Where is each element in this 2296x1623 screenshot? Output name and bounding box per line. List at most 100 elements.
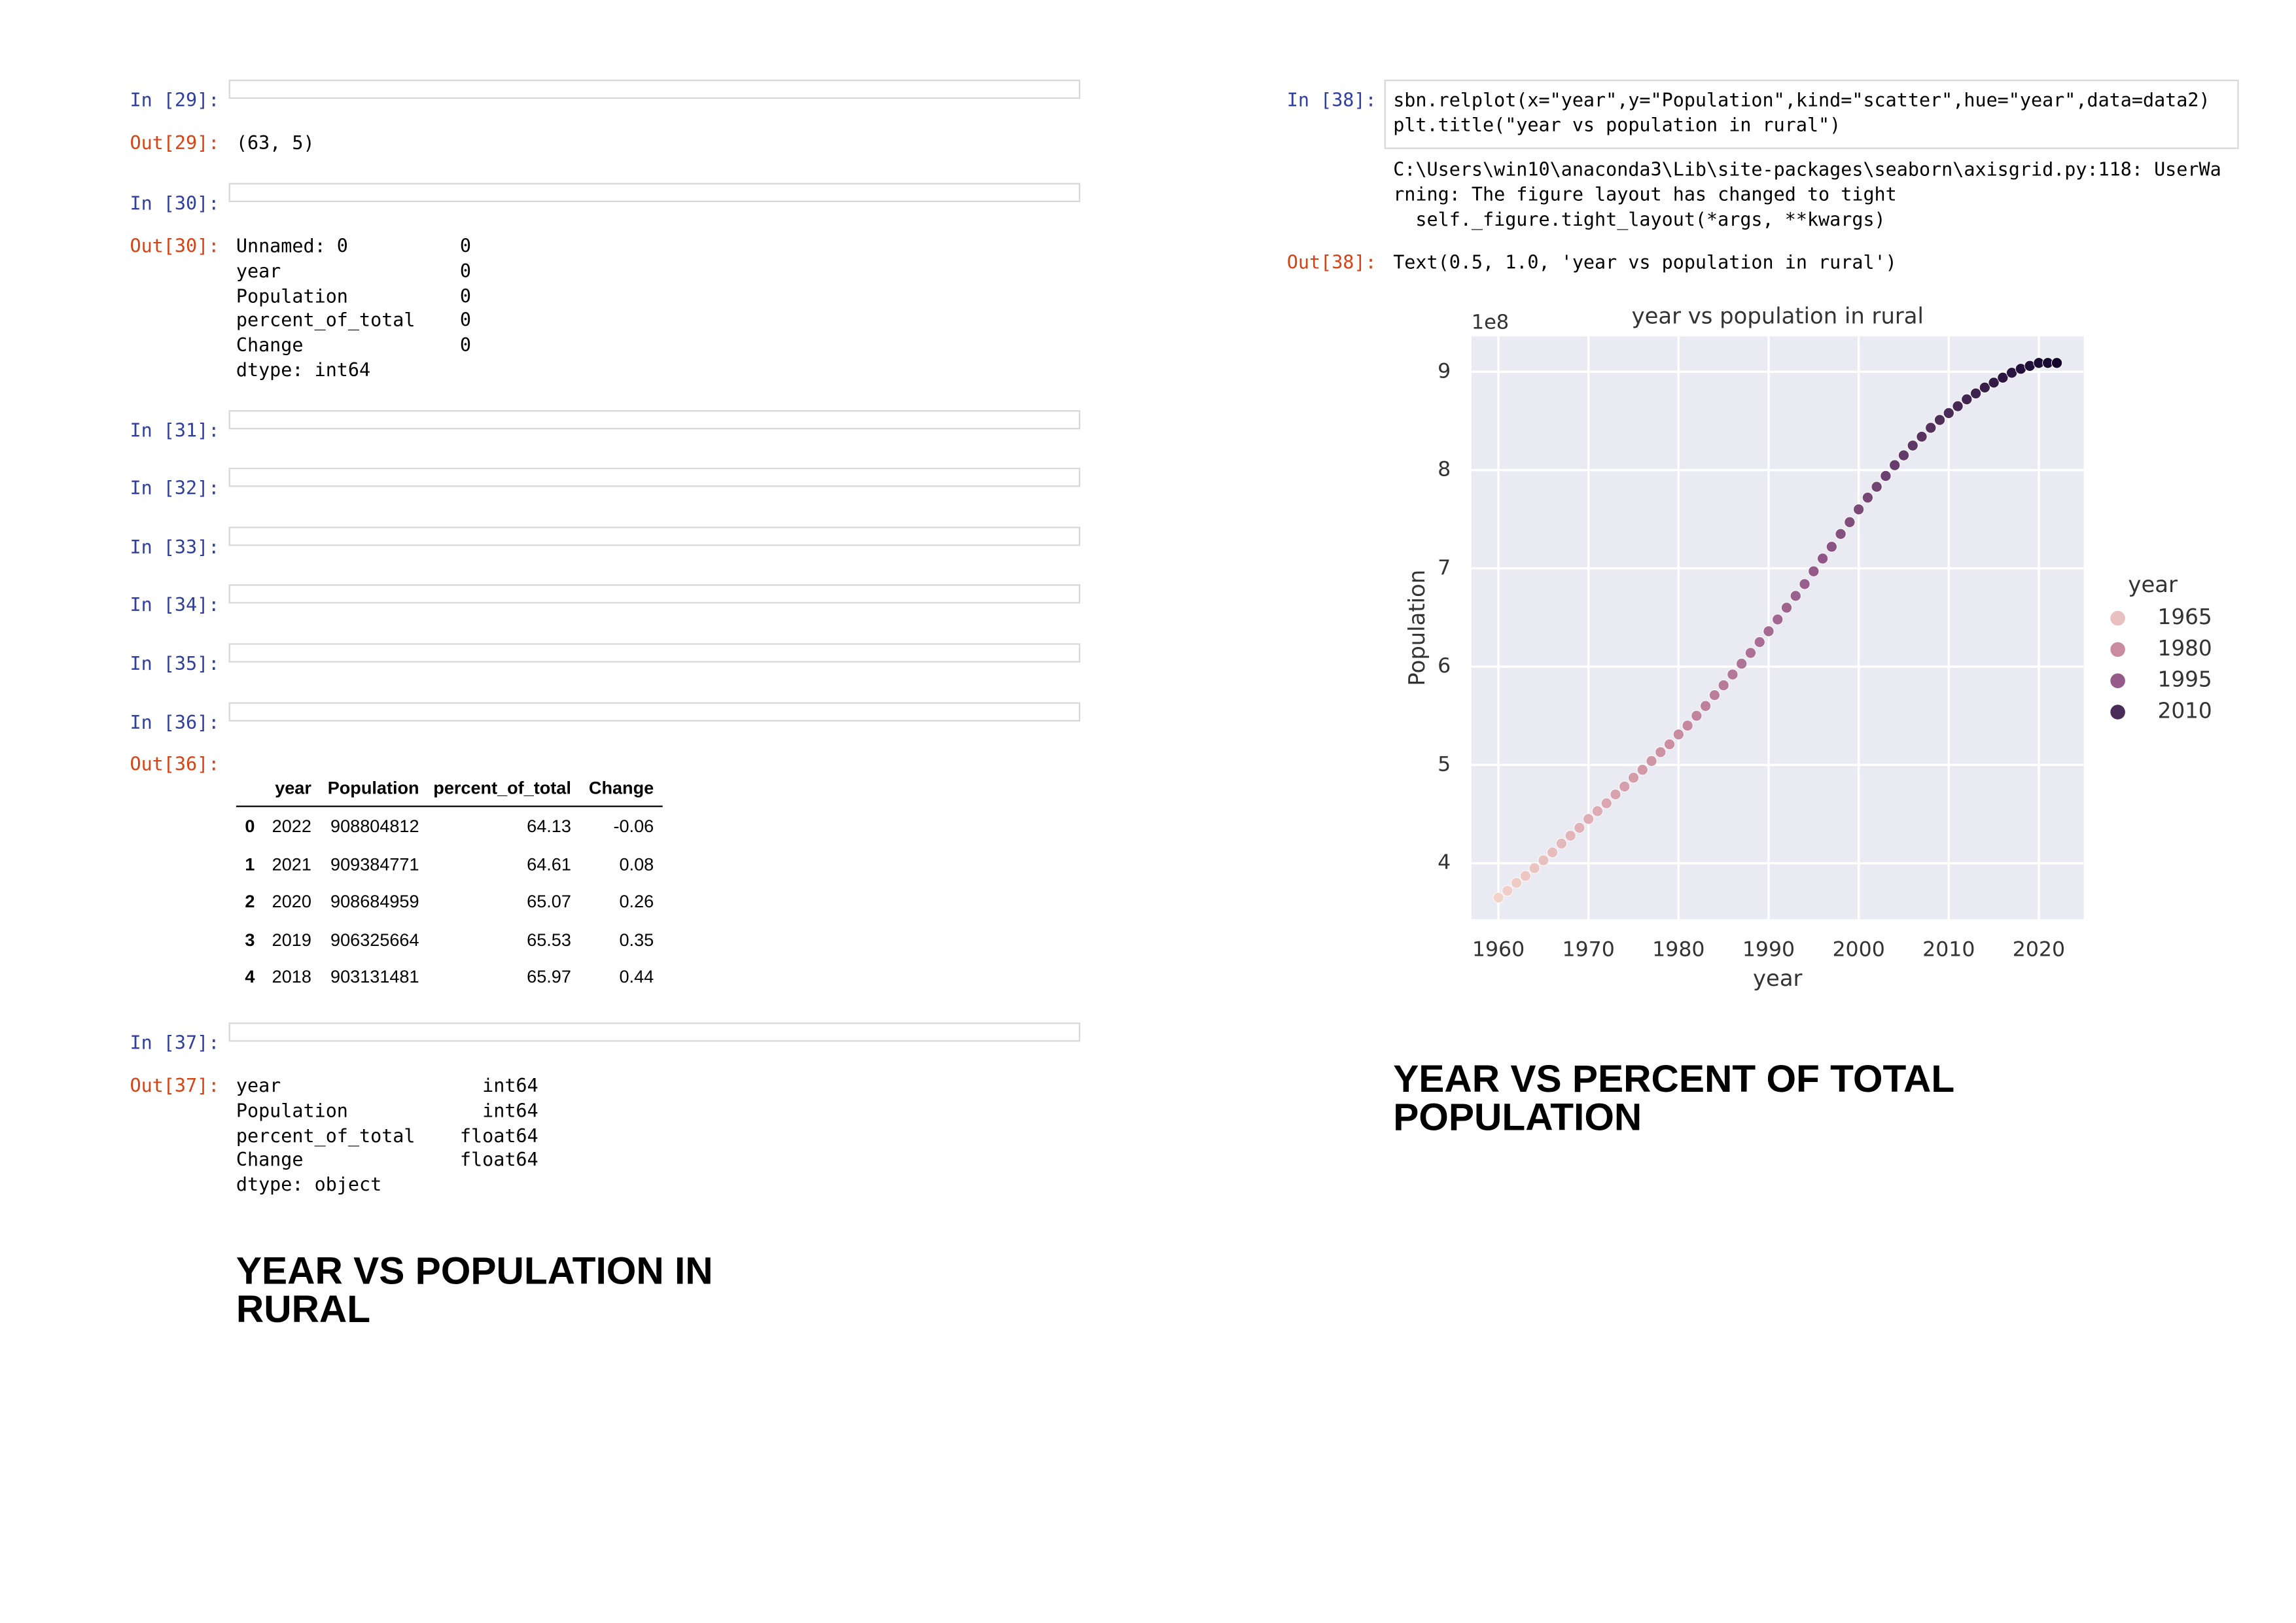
table-cell: 908684959 (330, 891, 419, 913)
code-input[interactable] (228, 584, 1081, 604)
legend-label: 1965 (2158, 604, 2212, 629)
point (1925, 422, 1937, 434)
table-cell: 65.97 (527, 967, 571, 988)
axis-offset: 1e8 (1472, 311, 1509, 334)
table-cell: 2018 (272, 967, 311, 988)
section-heading: YEAR VS PERCENT OF TOTAL POPULATION (1393, 1056, 1954, 1140)
legend-swatch (2110, 673, 2125, 688)
y-tick-label: 5 (1438, 752, 1451, 776)
table-cell: 2019 (272, 929, 311, 951)
x-tick-label: 1990 (1742, 938, 1795, 962)
point (1655, 746, 1667, 758)
point (1528, 862, 1540, 874)
code-input[interactable] (1384, 79, 2239, 149)
code-input[interactable] (228, 183, 1081, 203)
stderr-line: C:\Users\win10\anaconda3\Lib\site-packag… (1393, 158, 2221, 181)
code-input[interactable] (228, 410, 1081, 430)
stderr-line: self._figure.tight_layout(*args, **kwarg… (1393, 207, 1886, 230)
table-cell: 2020 (272, 891, 311, 913)
output-prompt: Out[30]: (130, 234, 220, 257)
input-prompt: In [29]: (130, 88, 220, 111)
output-prompt: Out[36]: (130, 752, 220, 775)
section-heading: YEAR VS POPULATION IN RURAL (236, 1248, 713, 1331)
point (2051, 357, 2063, 369)
point (1627, 772, 1640, 784)
y-tick-label: 4 (1438, 851, 1451, 875)
point (1772, 614, 1784, 625)
point (1835, 528, 1846, 540)
point (1727, 669, 1739, 680)
point (1862, 492, 1873, 504)
point (1691, 710, 1703, 722)
output-text: Unnamed: 0 0 (236, 234, 472, 257)
y-axis-label: Population (1404, 570, 1430, 686)
table-cell: 64.61 (527, 854, 571, 875)
legend-swatch (2110, 642, 2125, 657)
x-tick-label: 1960 (1472, 938, 1525, 962)
code-input[interactable] (228, 1022, 1081, 1042)
output-text: percent_of_total 0 (236, 309, 472, 332)
table-cell: 909384771 (330, 854, 419, 875)
code-line: plt.title("year vs population in rural") (1393, 113, 1841, 136)
point (1636, 764, 1648, 776)
output-text: dtype: int64 (236, 358, 371, 381)
code-input[interactable] (228, 702, 1081, 722)
output-text: Text(0.5, 1.0, 'year vs population in ru… (1393, 251, 1897, 273)
table-cell: -0.06 (613, 816, 654, 837)
point (1583, 813, 1595, 825)
table-rule (236, 805, 663, 807)
point (1844, 516, 1856, 528)
input-prompt: In [32]: (130, 476, 220, 499)
table-cell: 0.44 (619, 967, 654, 988)
output-text: year int64 (236, 1074, 539, 1096)
input-prompt: In [38]: (1286, 88, 1377, 111)
point (1880, 470, 1892, 482)
table-cell: 906325664 (330, 929, 419, 951)
output-prompt: Out[38]: (1286, 251, 1377, 273)
point (1979, 381, 1990, 393)
code-line: sbn.relplot(x="year",y="Population",kind… (1393, 88, 2210, 111)
table-cell: 0.08 (619, 854, 654, 875)
y-tick-label: 7 (1438, 556, 1451, 580)
code-input[interactable] (228, 467, 1081, 487)
point (1564, 829, 1576, 842)
point (1853, 504, 1865, 515)
output-prompt: Out[37]: (130, 1074, 220, 1096)
legend-swatch (2110, 610, 2125, 626)
legend-label: 1995 (2158, 667, 2212, 692)
table-cell: 908804812 (330, 816, 419, 837)
point (1763, 625, 1775, 637)
point (1736, 657, 1748, 670)
output-text: (63, 5) (236, 131, 315, 154)
point (1889, 459, 1901, 471)
point (1672, 729, 1684, 741)
point (1997, 372, 2009, 383)
table-cell: 65.53 (527, 929, 571, 951)
code-input[interactable] (228, 643, 1081, 663)
point (1898, 449, 1910, 461)
x-tick-label: 2010 (1922, 938, 1975, 962)
x-tick-label: 2020 (2013, 938, 2065, 962)
table-header: percent_of_total (433, 777, 571, 799)
plot-area (1471, 336, 2084, 920)
input-prompt: In [31]: (130, 419, 220, 442)
input-prompt: In [34]: (130, 593, 220, 616)
table-cell: 0.35 (619, 929, 654, 951)
point (1555, 837, 1567, 850)
point (1718, 680, 1729, 691)
stderr-line: rning: The figure layout has changed to … (1393, 183, 1897, 205)
point (1943, 407, 1954, 419)
code-input[interactable] (228, 79, 1081, 99)
point (1744, 647, 1757, 659)
output-text: Change 0 (236, 334, 472, 356)
point (1708, 689, 1720, 701)
point (1808, 565, 1820, 577)
point (1790, 590, 1801, 602)
input-prompt: In [35]: (130, 652, 220, 674)
output-text: percent_of_total float64 (236, 1123, 539, 1146)
point (1799, 578, 1810, 590)
code-input[interactable] (228, 527, 1081, 546)
